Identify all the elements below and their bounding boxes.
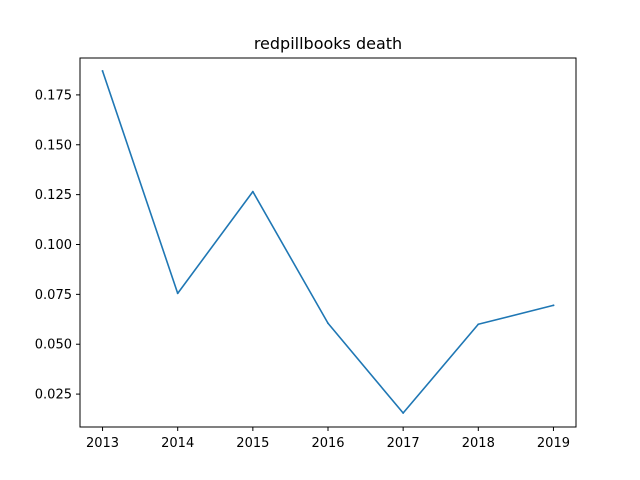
data-point <box>327 322 329 325</box>
data-point <box>402 412 405 414</box>
y-tick-label: 0.075 <box>35 288 72 303</box>
data-point <box>176 292 179 295</box>
x-tick-label: 2019 <box>537 436 570 451</box>
data-point <box>552 304 555 307</box>
plot-layer: 0.025 0.050 0.075 0.100 0.125 0.150 0.175 2013 2… <box>35 57 577 451</box>
y-tick-label: 0.025 <box>35 388 72 403</box>
y-tick-label: 0.125 <box>35 188 72 203</box>
x-tick-label: 2013 <box>86 436 119 451</box>
x-tick-label: 2015 <box>236 436 269 451</box>
data-point <box>101 70 104 72</box>
y-tick-label: 0.050 <box>35 338 72 353</box>
y-tick-label: 0.100 <box>35 238 72 253</box>
y-tick-label: 0.150 <box>35 138 72 153</box>
data-point <box>251 190 254 193</box>
x-tick-label: 2014 <box>161 436 194 451</box>
data-point <box>477 323 480 326</box>
chart-title: redpillbooks death <box>254 34 402 53</box>
plot-frame <box>79 57 577 428</box>
x-tick-label: 2017 <box>387 436 420 451</box>
x-tick-label: 2016 <box>311 436 344 451</box>
x-tick-label: 2018 <box>462 436 495 451</box>
y-tick-label: 0.175 <box>35 88 72 103</box>
